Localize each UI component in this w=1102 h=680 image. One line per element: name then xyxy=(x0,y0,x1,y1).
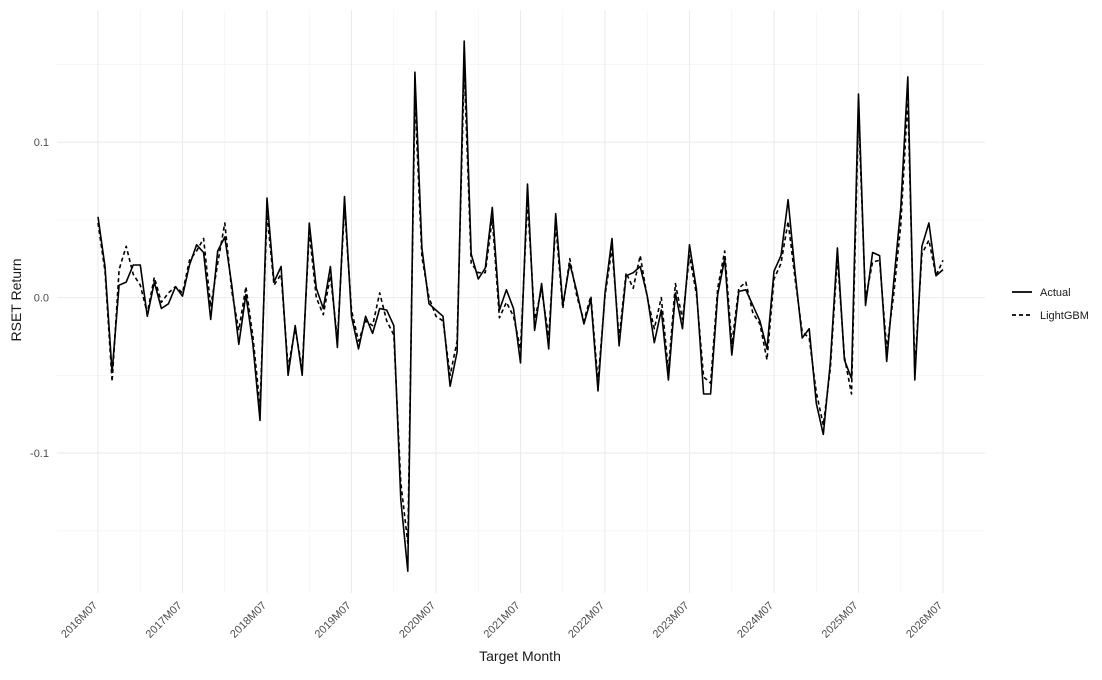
y-tick-label: 0.0 xyxy=(34,293,49,305)
x-tick-label: 2021M07 xyxy=(482,600,523,641)
x-tick-label: 2026M07 xyxy=(904,600,945,641)
grid-major xyxy=(57,10,985,593)
x-tick-label: 2025M07 xyxy=(820,600,861,641)
legend: Actual LightGBM xyxy=(1012,287,1089,322)
y-axis-ticks: -0.1 0.0 0.1 xyxy=(30,137,49,460)
x-tick-label: 2020M07 xyxy=(397,600,438,641)
x-tick-label: 2018M07 xyxy=(228,600,269,641)
series-layer xyxy=(97,40,944,573)
x-tick-label: 2017M07 xyxy=(144,600,185,641)
y-tick-label: 0.1 xyxy=(34,137,49,149)
x-axis-ticks: 2016M07 2017M07 2018M07 2019M07 2020M07 2021M… xyxy=(59,600,945,641)
legend-label-actual: Actual xyxy=(1040,287,1071,299)
grid-minor xyxy=(57,10,985,593)
x-tick-label: 2024M07 xyxy=(735,600,776,641)
legend-label-lightgbm: LightGBM xyxy=(1040,310,1089,322)
x-tick-label: 2023M07 xyxy=(651,600,692,641)
series-line-actual xyxy=(97,40,944,573)
x-axis-title: Target Month xyxy=(479,648,561,664)
x-tick-label: 2022M07 xyxy=(566,600,607,641)
x-tick-label: 2019M07 xyxy=(313,600,354,641)
y-tick-label: -0.1 xyxy=(30,448,49,460)
x-tick-label: 2016M07 xyxy=(59,600,100,641)
y-axis-title: RSET Return xyxy=(8,259,24,342)
